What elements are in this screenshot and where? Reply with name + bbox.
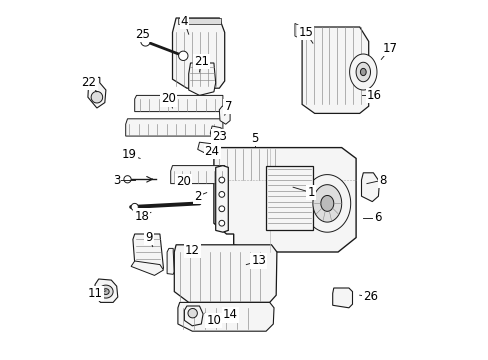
Polygon shape [355, 62, 370, 82]
Polygon shape [167, 248, 174, 274]
Polygon shape [361, 173, 379, 202]
Bar [178, 18, 221, 24]
Polygon shape [99, 285, 113, 298]
Polygon shape [131, 203, 138, 211]
Text: 19: 19 [122, 148, 137, 161]
Text: 3: 3 [113, 174, 120, 186]
Polygon shape [131, 261, 163, 275]
Polygon shape [178, 51, 187, 60]
Text: 10: 10 [206, 314, 221, 327]
Polygon shape [320, 195, 333, 211]
Text: 26: 26 [362, 291, 377, 303]
Polygon shape [141, 37, 150, 46]
Text: 1: 1 [307, 186, 314, 199]
Polygon shape [172, 18, 224, 88]
Text: 13: 13 [251, 255, 266, 267]
Text: 16: 16 [366, 89, 381, 102]
Polygon shape [134, 95, 223, 112]
Text: 7: 7 [224, 100, 232, 113]
Polygon shape [312, 185, 341, 222]
Polygon shape [197, 142, 215, 155]
Text: 9: 9 [145, 231, 153, 244]
Text: 20: 20 [176, 175, 190, 188]
Text: 24: 24 [204, 145, 219, 158]
Text: 5: 5 [251, 132, 259, 145]
Polygon shape [94, 279, 118, 302]
Polygon shape [170, 166, 224, 184]
Polygon shape [88, 77, 106, 108]
Polygon shape [302, 27, 368, 113]
Polygon shape [133, 234, 163, 274]
Polygon shape [187, 309, 197, 318]
Polygon shape [184, 306, 203, 326]
Text: 17: 17 [382, 42, 397, 55]
Polygon shape [360, 68, 366, 76]
Polygon shape [123, 176, 131, 183]
Polygon shape [178, 302, 273, 331]
Text: 15: 15 [298, 26, 312, 39]
Text: 23: 23 [211, 130, 226, 143]
Text: 20: 20 [161, 93, 176, 105]
Text: 11: 11 [87, 287, 102, 300]
Text: 14: 14 [222, 309, 237, 321]
Polygon shape [125, 119, 223, 136]
Text: 8: 8 [379, 174, 386, 186]
Text: 12: 12 [184, 244, 200, 257]
Text: 4: 4 [180, 15, 188, 28]
Polygon shape [102, 289, 109, 294]
Polygon shape [219, 192, 224, 197]
Polygon shape [91, 91, 102, 103]
Polygon shape [219, 220, 224, 226]
Bar [265, 166, 312, 230]
Polygon shape [332, 288, 352, 308]
Polygon shape [219, 177, 224, 183]
Polygon shape [294, 23, 302, 40]
Polygon shape [210, 126, 223, 144]
Text: 22: 22 [81, 76, 96, 89]
Polygon shape [349, 54, 376, 90]
Text: 2: 2 [194, 190, 201, 203]
Text: 18: 18 [134, 210, 149, 222]
Polygon shape [303, 175, 350, 232]
Polygon shape [219, 106, 230, 124]
Polygon shape [188, 63, 215, 95]
Polygon shape [215, 166, 228, 232]
Polygon shape [213, 148, 355, 252]
Text: 6: 6 [373, 211, 381, 224]
Polygon shape [219, 206, 224, 212]
Polygon shape [174, 245, 276, 302]
Text: 25: 25 [135, 28, 150, 41]
Text: 21: 21 [193, 55, 208, 68]
